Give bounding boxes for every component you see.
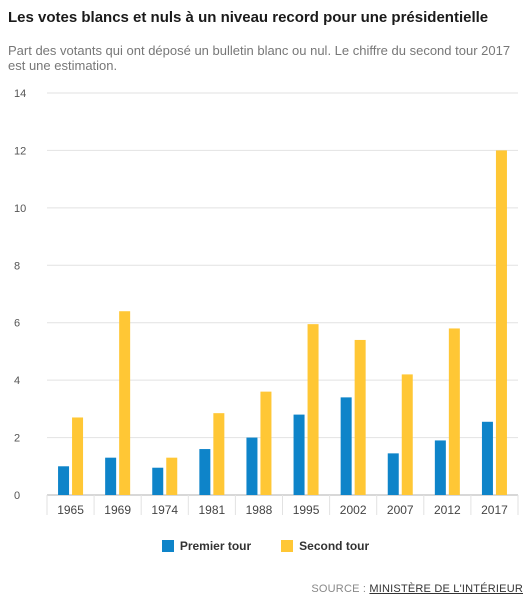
bar-premier-2017[interactable] bbox=[481, 421, 493, 495]
y-tick-label: 12 bbox=[14, 145, 26, 157]
y-tick-label: 4 bbox=[14, 375, 20, 387]
bar-premier-1969[interactable] bbox=[105, 457, 117, 495]
y-tick-label: 8 bbox=[14, 260, 20, 272]
bar-chart: 0 2 4 6 8 10 12 14 1965 1969 1974 1981 1988 1995 2002 2… bbox=[14, 88, 519, 517]
legend-item-premier-tour[interactable]: Premier tour bbox=[161, 539, 252, 553]
x-tick-label: 2002 bbox=[340, 503, 367, 517]
bar-premier-1981[interactable] bbox=[199, 449, 211, 495]
bar-premier-2007[interactable] bbox=[387, 453, 399, 495]
bar-premier-2002[interactable] bbox=[340, 397, 352, 495]
y-tick-label: 2 bbox=[14, 433, 20, 445]
y-tick-label: 14 bbox=[14, 88, 26, 100]
x-tick-label: 1995 bbox=[293, 503, 320, 517]
bar-second-1988[interactable] bbox=[260, 391, 272, 495]
x-tick-label: 1974 bbox=[151, 503, 178, 517]
x-tick-label: 1981 bbox=[198, 503, 225, 517]
bar-second-1965[interactable] bbox=[72, 417, 84, 495]
source-link[interactable]: MINISTÈRE DE L'INTÉRIEUR bbox=[369, 583, 523, 595]
bar-premier-1995[interactable] bbox=[293, 414, 305, 495]
chart-legend: Premier tour Second tour bbox=[0, 539, 531, 553]
chart-subtitle: Part des votants qui ont déposé un bulle… bbox=[8, 43, 511, 73]
bar-premier-1965[interactable] bbox=[58, 466, 70, 495]
x-tick-label: 2007 bbox=[387, 503, 414, 517]
chart-title: Les votes blancs et nuls à un niveau rec… bbox=[8, 9, 489, 26]
source-footer: SOURCE : MINISTÈRE DE L'INTÉRIEUR bbox=[311, 583, 523, 595]
bar-second-2002[interactable] bbox=[354, 339, 366, 495]
bar-second-1981[interactable] bbox=[213, 413, 225, 495]
x-tick-label: 1965 bbox=[57, 503, 84, 517]
legend-item-second-tour[interactable]: Second tour bbox=[281, 539, 369, 553]
bar-premier-1988[interactable] bbox=[246, 437, 258, 495]
source-prefix: SOURCE : bbox=[311, 583, 370, 595]
bar-second-2017[interactable] bbox=[495, 150, 507, 495]
y-tick-label: 10 bbox=[14, 203, 26, 215]
y-tick-label: 0 bbox=[14, 490, 20, 502]
legend-label-second-tour: Second tour bbox=[299, 539, 370, 553]
legend-label-premier-tour: Premier tour bbox=[179, 539, 252, 553]
bar-second-1995[interactable] bbox=[307, 324, 319, 495]
x-tick-label: 2017 bbox=[481, 503, 508, 517]
bar-premier-2012[interactable] bbox=[434, 440, 446, 495]
bar-second-2012[interactable] bbox=[448, 328, 460, 495]
bar-second-2007[interactable] bbox=[401, 374, 413, 495]
bar-second-1974[interactable] bbox=[166, 457, 178, 495]
bars bbox=[58, 150, 507, 495]
y-tick-label: 6 bbox=[14, 318, 20, 330]
x-tick-label: 2012 bbox=[434, 503, 461, 517]
x-tick-label: 1969 bbox=[104, 503, 131, 517]
bar-premier-1974[interactable] bbox=[152, 467, 164, 495]
axis-labels: 0 2 4 6 8 10 12 14 1965 1969 1974 1981 1988 1995 2002 2… bbox=[14, 88, 508, 517]
x-tick-label: 1988 bbox=[246, 503, 273, 517]
grid-lines bbox=[46, 92, 519, 515]
bar-second-1969[interactable] bbox=[119, 311, 131, 495]
legend-swatch-second-tour bbox=[281, 540, 294, 552]
legend-swatch-premier-tour bbox=[161, 540, 174, 552]
